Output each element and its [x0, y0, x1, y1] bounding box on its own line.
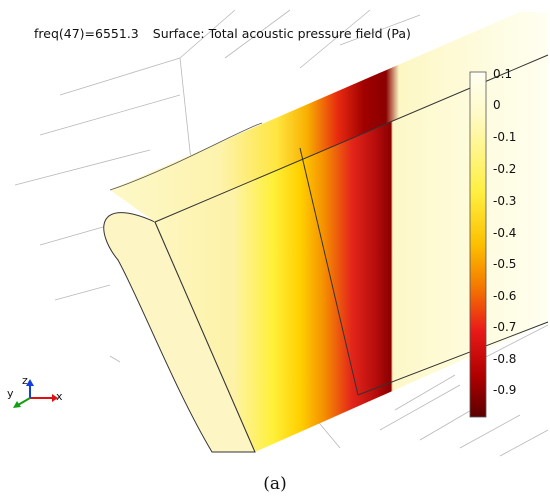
colorbar-tick-label: -0.7	[493, 320, 517, 334]
3d-viewport[interactable]: freq(47)=6551.3 Surface: Total acoustic p…	[0, 0, 550, 460]
colorbar-tick-label: -0.9	[493, 383, 517, 397]
axis-y-label: y	[7, 387, 14, 400]
colorbar-tick-label: -0.6	[493, 289, 517, 303]
plot-header: freq(47)=6551.3 Surface: Total acoustic p…	[34, 26, 411, 41]
colorbar-tick-label: -0.1	[493, 130, 517, 144]
colorbar	[469, 71, 487, 418]
colorbar-tick-label: -0.5	[493, 257, 517, 271]
parameter-label: freq(47)=6551.3	[34, 26, 139, 41]
figure-caption: (a)	[263, 474, 287, 494]
colorbar-tick-label: 0.1	[493, 67, 513, 81]
axis-x-label: x	[56, 390, 63, 403]
axis-z-label: z	[22, 374, 28, 387]
colorbar-tick-label: -0.4	[493, 226, 517, 240]
colorbar-tick-label: -0.2	[493, 162, 517, 176]
colorbar-tick-label: -0.8	[493, 352, 517, 366]
plot-canvas	[13, 9, 549, 457]
colorbar-tick-label: 0	[493, 98, 501, 112]
surface-label: Surface: Total acoustic pressure field (…	[152, 26, 411, 41]
front-face	[155, 55, 548, 452]
end-cap-face	[103, 212, 256, 453]
colorbar-tick-label: -0.3	[493, 194, 517, 208]
top-face	[110, 12, 548, 222]
axis-triad	[13, 379, 58, 408]
